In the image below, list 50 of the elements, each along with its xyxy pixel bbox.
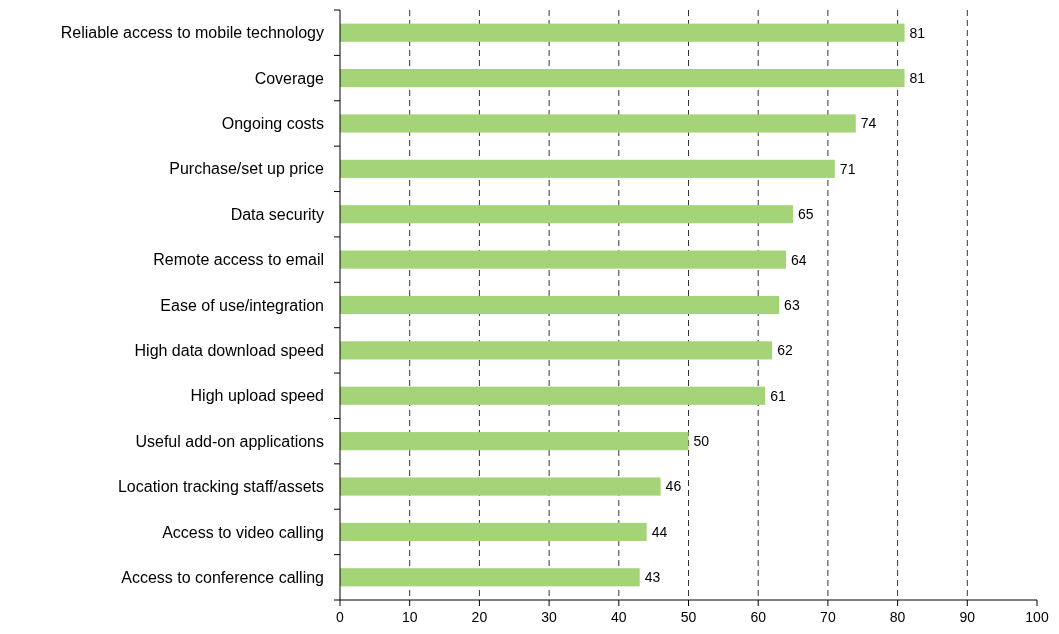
y-tick-label: Remote access to email — [153, 251, 324, 269]
y-tick-label: Access to conference calling — [121, 568, 324, 586]
x-tick-label: 50 — [680, 609, 697, 625]
bar — [340, 341, 773, 360]
y-tick-label: High upload speed — [190, 387, 324, 405]
y-tick-label: High data download speed — [134, 341, 324, 359]
y-tick-label: Ongoing costs — [221, 115, 324, 133]
data-label: 44 — [651, 523, 668, 540]
data-label: 63 — [784, 296, 800, 313]
bar — [340, 386, 766, 405]
bar — [340, 432, 689, 451]
y-tick-label: Coverage — [254, 69, 325, 87]
x-tick-label: 0 — [336, 609, 345, 625]
x-tick-label: 10 — [401, 609, 418, 625]
bar — [340, 568, 640, 587]
data-label: 43 — [644, 569, 661, 586]
x-tick-label: 60 — [750, 609, 767, 625]
y-tick-label: Purchase/set up price — [169, 160, 325, 178]
x-tick-label: 40 — [611, 609, 627, 625]
y-tick-label: Location tracking staff/assets — [117, 478, 324, 496]
bar — [340, 205, 794, 224]
bar — [340, 522, 647, 541]
data-label: 81 — [909, 24, 926, 41]
data-label: 46 — [665, 478, 682, 495]
data-label: 65 — [798, 206, 814, 223]
x-tick-label: 30 — [541, 609, 558, 625]
data-label: 62 — [777, 342, 793, 359]
bar — [340, 477, 661, 496]
data-label: 74 — [860, 115, 877, 132]
data-label: 50 — [693, 433, 710, 450]
x-tick-label: 20 — [471, 609, 488, 625]
y-tick-label: Useful add-on applications — [135, 432, 324, 450]
x-tick-label: 100 — [1025, 609, 1049, 625]
x-tick-label: 80 — [889, 609, 906, 625]
y-tick-label: Access to video calling — [162, 523, 324, 541]
x-tick-label: 90 — [959, 609, 976, 625]
y-tick-label: Reliable access to mobile technology — [60, 24, 324, 42]
bar — [340, 250, 787, 269]
data-label: 71 — [839, 160, 856, 177]
bar — [340, 114, 856, 133]
bar — [340, 23, 905, 42]
bar — [340, 295, 780, 315]
data-label: 61 — [770, 387, 786, 404]
y-tick-label: Data security — [230, 205, 324, 223]
bar — [340, 69, 905, 88]
data-label: 81 — [909, 69, 926, 86]
x-tick-label: 70 — [820, 609, 836, 625]
y-tick-label: Ease of use/integration — [160, 296, 324, 314]
data-label: 64 — [791, 251, 807, 268]
bar — [340, 159, 835, 178]
